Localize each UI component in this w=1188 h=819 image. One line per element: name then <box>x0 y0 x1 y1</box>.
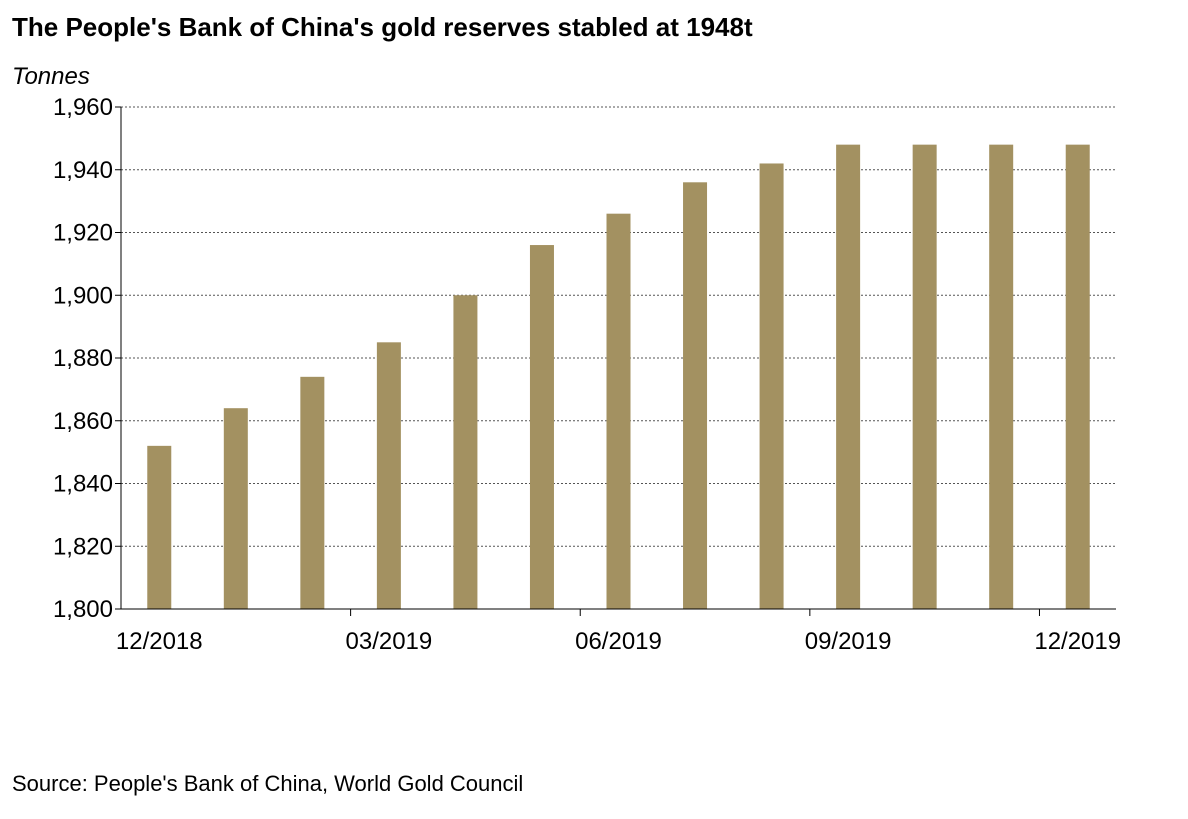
y-tick-label: 1,800 <box>53 596 113 623</box>
bar-01-2019 <box>223 408 248 609</box>
bar-10-2019 <box>912 144 937 609</box>
y-tick-labels: 1,800 1,820 1,840 1,860 1,880 1,900 1,920 1,940… <box>53 94 113 623</box>
bar-07-2019 <box>683 182 708 610</box>
x-tick-label: 09/2019 <box>805 628 892 655</box>
y-tick-label: 1,940 <box>53 157 113 184</box>
y-tick-label: 1,960 <box>53 94 113 121</box>
x-tick-labels: 12/2018 03/2019 06/2019 09/2019 12/2019 <box>116 628 1121 655</box>
x-tick-label: 12/2018 <box>116 628 203 655</box>
bar-05-2019 <box>529 245 554 610</box>
x-tick-label: 06/2019 <box>575 628 662 655</box>
bar-04-2019 <box>453 295 478 609</box>
bar-11-2019 <box>989 144 1014 609</box>
bars <box>147 144 1090 610</box>
bar-09-2019 <box>836 144 861 609</box>
y-tick-label: 1,820 <box>53 533 113 560</box>
y-axis-label: Tonnes <box>12 63 90 90</box>
bar-chart: Tonnes 1,800 1,820 1,840 1,860 1,880 1,900 1,9… <box>12 63 1121 655</box>
y-tick-label: 1,920 <box>53 220 113 247</box>
axes <box>115 106 1116 616</box>
bar-12-2018 <box>147 445 172 609</box>
bar-03-2019 <box>376 342 401 609</box>
y-tick-label: 1,900 <box>53 282 113 309</box>
bar-08-2019 <box>759 163 784 609</box>
y-tick-label: 1,880 <box>53 345 113 372</box>
chart-title: The People's Bank of China's gold reserv… <box>12 12 753 42</box>
bar-06-2019 <box>606 213 631 610</box>
source-note: Source: People's Bank of China, World Go… <box>12 771 524 796</box>
bar-12-2019 <box>1065 144 1090 609</box>
x-tick-label: 03/2019 <box>346 628 433 655</box>
x-tick-label: 12/2019 <box>1034 628 1121 655</box>
y-tick-label: 1,840 <box>53 471 113 498</box>
bar-02-2019 <box>300 376 325 609</box>
y-tick-label: 1,860 <box>53 408 113 435</box>
